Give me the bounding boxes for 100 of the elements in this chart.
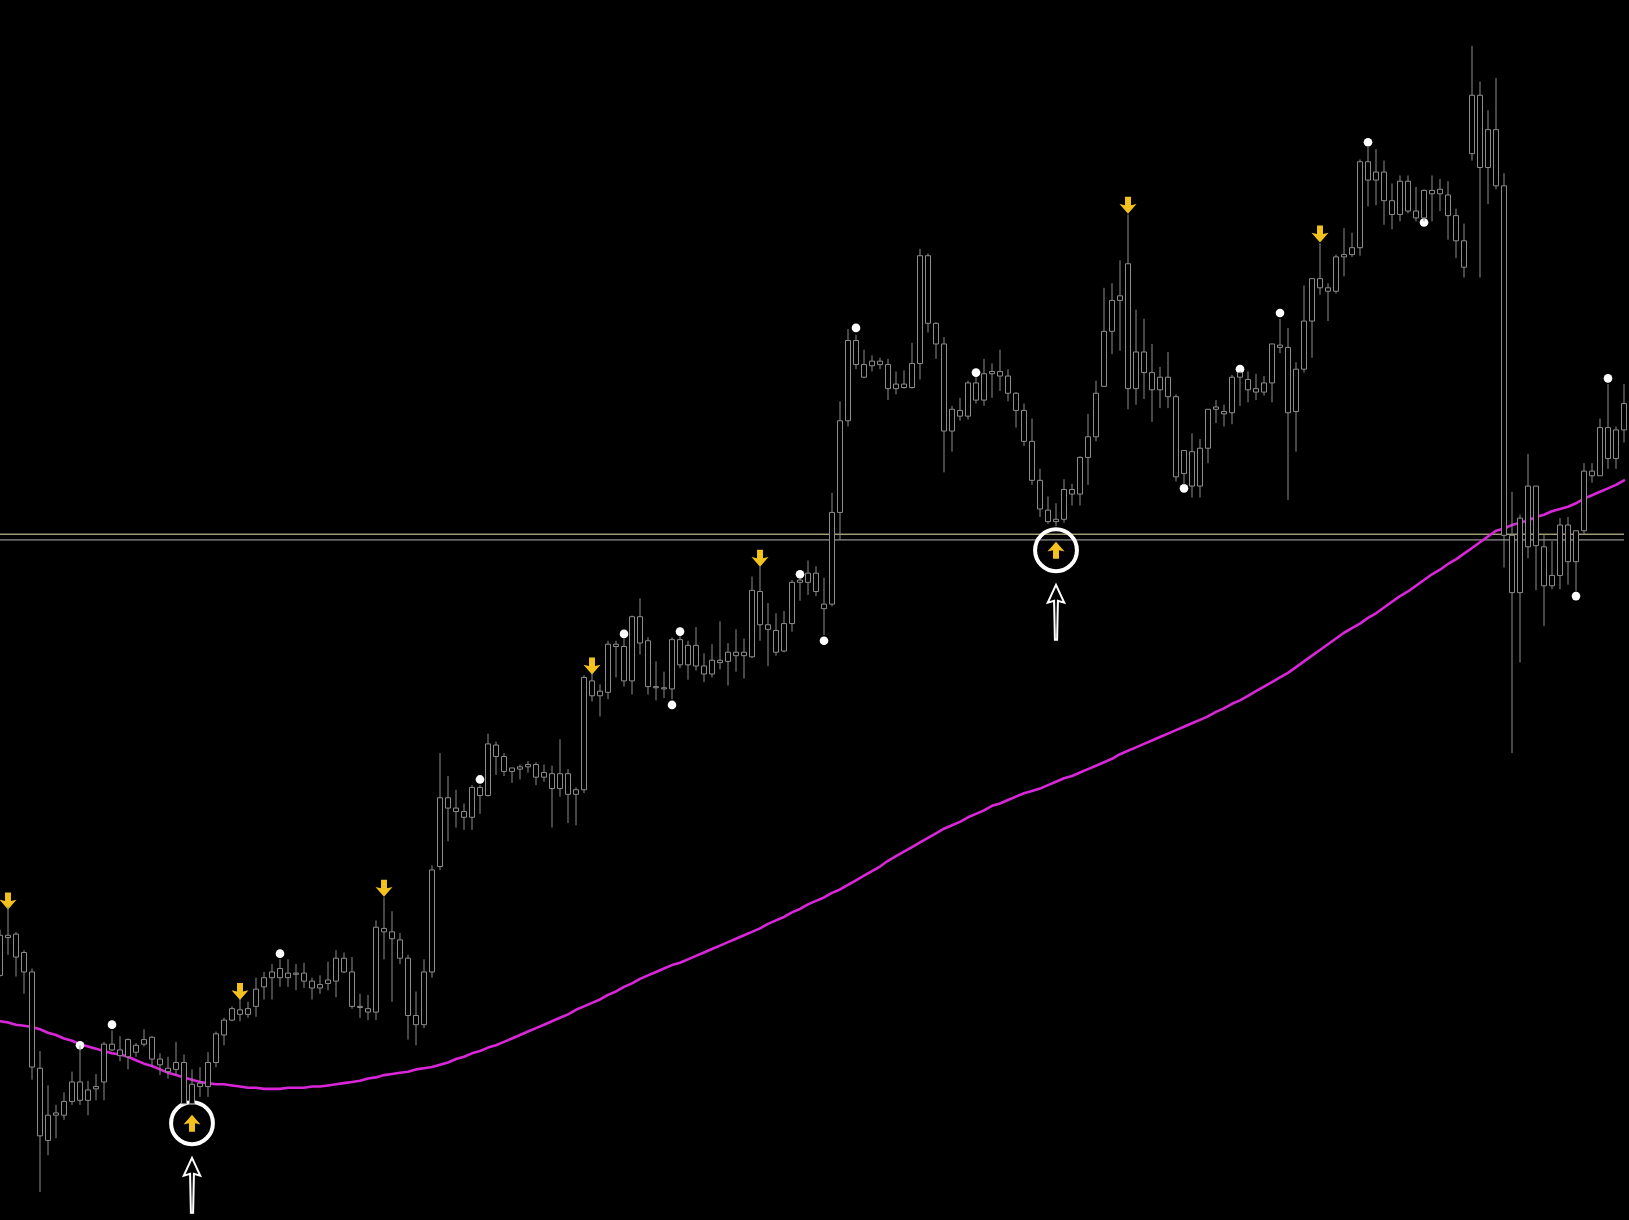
candlestick [445, 775, 451, 842]
candlestick [1365, 146, 1371, 207]
candlestick [125, 1037, 131, 1070]
point [275, 949, 285, 958]
candlestick [565, 768, 571, 824]
point [107, 1020, 117, 1030]
candlestick [453, 789, 459, 829]
candlestick [1213, 399, 1219, 424]
candlestick [1325, 282, 1331, 322]
candlestick [733, 628, 739, 673]
candlestick [261, 971, 267, 1000]
candlestick [389, 910, 395, 1003]
point [475, 775, 485, 784]
candlestick [701, 652, 707, 683]
candlestick [557, 738, 563, 798]
candlestick [277, 958, 283, 988]
candlestick [117, 1035, 123, 1062]
candlestick [61, 1091, 67, 1121]
candlestick [709, 643, 715, 678]
candlestick [1317, 242, 1323, 296]
candlestick [397, 932, 403, 965]
candlestick [1437, 178, 1443, 212]
candlestick [1389, 183, 1395, 230]
candlestick [685, 640, 691, 681]
candlestick [1245, 370, 1251, 403]
point [795, 569, 805, 579]
candlestick [1013, 391, 1019, 429]
candlestick [1341, 227, 1347, 277]
candlestick [525, 760, 531, 774]
candlestick [21, 949, 27, 995]
candlestick [165, 1056, 171, 1080]
candlestick [93, 1073, 99, 1101]
point [1311, 225, 1329, 243]
candlestick [245, 1001, 251, 1019]
candlestick [893, 370, 899, 395]
candlestick [973, 376, 979, 405]
point [0, 892, 17, 910]
candlestick [173, 1041, 179, 1076]
candlestick [1221, 404, 1227, 427]
candlestick [949, 405, 955, 453]
candlestick [269, 963, 275, 1000]
candlestick [541, 764, 547, 783]
candlestick [149, 1035, 155, 1068]
candlestick [461, 803, 467, 831]
candlestick [997, 349, 1003, 392]
candlestick [549, 765, 555, 829]
candlestick [13, 931, 19, 978]
candlestick [821, 577, 827, 636]
candlestick [1069, 483, 1075, 507]
candlestick [661, 671, 667, 699]
candlestick [197, 1066, 203, 1098]
candlestick [5, 906, 11, 956]
candlestick [533, 761, 539, 786]
candlestick [1549, 540, 1555, 590]
point [667, 700, 677, 710]
candlestick [653, 660, 659, 701]
candlestick [285, 958, 291, 988]
candlestick [509, 767, 515, 784]
candlestick [1349, 232, 1355, 258]
candlestick [221, 1017, 227, 1046]
candlestick [309, 977, 315, 1000]
candlestick [989, 362, 995, 399]
candlestick [85, 1080, 91, 1116]
candlestick [157, 1052, 163, 1076]
point [1571, 591, 1581, 601]
candlestick [901, 369, 907, 390]
candlestick [333, 949, 339, 998]
candlestick [773, 612, 779, 657]
candlestick [69, 1071, 75, 1106]
candlestick [1149, 343, 1155, 423]
candlestick [517, 764, 523, 780]
candlestick [877, 357, 883, 370]
candlestick [53, 1104, 59, 1139]
candlestick [141, 1028, 147, 1047]
candlestick [253, 977, 259, 1018]
candlestick [357, 993, 363, 1019]
candlestick [493, 741, 499, 776]
candlestick [1413, 186, 1419, 222]
candlestick [1085, 413, 1091, 486]
point [751, 549, 769, 567]
point [819, 636, 829, 646]
candlestick [797, 578, 803, 602]
point [619, 629, 629, 639]
candlestick [589, 673, 595, 703]
candlestick [1165, 351, 1171, 409]
candlestick [573, 786, 579, 826]
candlestick [813, 565, 819, 597]
point [851, 323, 861, 333]
point [675, 627, 685, 636]
candlestick [301, 962, 307, 989]
candlestick [365, 994, 371, 1021]
candlestick [413, 990, 419, 1046]
candlestick [613, 640, 619, 678]
candlestick [1157, 366, 1163, 409]
candlestick [501, 752, 507, 777]
candlestick [741, 637, 747, 680]
candlestick [861, 349, 867, 379]
candlestick [381, 896, 387, 960]
point [231, 982, 249, 1000]
candlestick [805, 560, 811, 596]
